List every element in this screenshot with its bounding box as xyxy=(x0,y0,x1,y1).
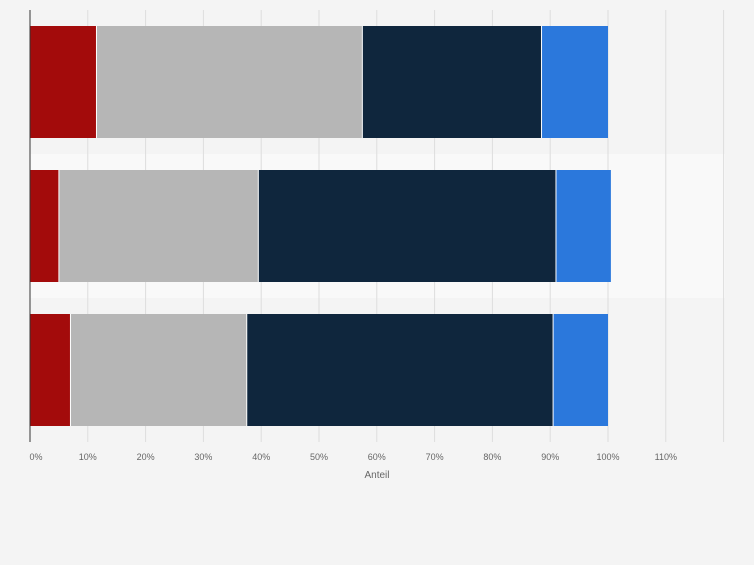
x-tick-label: 80% xyxy=(483,452,501,462)
x-tick-label: 40% xyxy=(252,452,270,462)
bars xyxy=(30,26,611,426)
bar-segment xyxy=(96,26,363,138)
bar-segment xyxy=(30,26,97,138)
bar-segment xyxy=(258,170,556,282)
bar-segment xyxy=(246,314,554,426)
x-tick-label: 30% xyxy=(194,452,212,462)
x-tick-label: 20% xyxy=(137,452,155,462)
x-tick-label: 70% xyxy=(426,452,444,462)
x-tick-label: 100% xyxy=(596,452,619,462)
bar-segment xyxy=(541,26,608,138)
bar-segment xyxy=(58,170,259,282)
x-tick-label: 90% xyxy=(541,452,559,462)
x-tick-label: 50% xyxy=(310,452,328,462)
bar-segment xyxy=(70,314,247,426)
bar-segment xyxy=(30,170,59,282)
x-tick-label: 110% xyxy=(655,452,677,462)
x-axis-label: Anteil xyxy=(364,470,389,481)
x-tick-labels: 0% 10% 20% 30% 40% 50% 60% 70% 80% 90% 100% 110% xyxy=(29,452,676,462)
bar-segment xyxy=(362,26,542,138)
bar-segment xyxy=(30,314,71,426)
bar-segment xyxy=(553,314,608,426)
x-tick-label: 0% xyxy=(29,452,42,462)
x-tick-label: 60% xyxy=(368,452,386,462)
bar-segment xyxy=(555,170,611,282)
x-tick-label: 10% xyxy=(79,452,97,462)
